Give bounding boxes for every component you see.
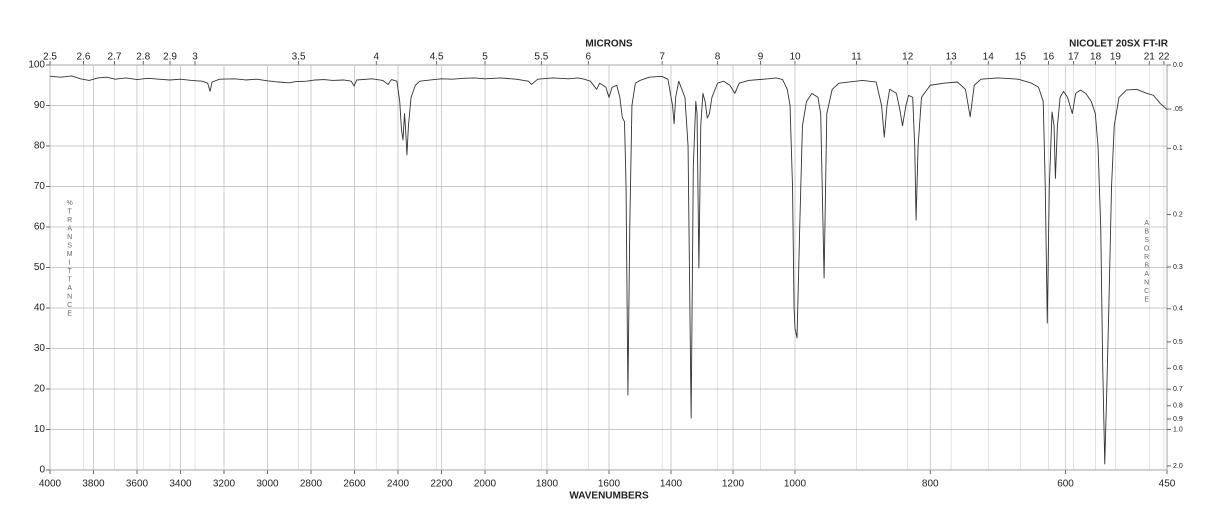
y-tick-label: 100: [28, 60, 45, 71]
x-tick-label: 2400: [387, 479, 410, 490]
x2-tick-label: 9: [758, 52, 764, 63]
x2-tick-label: 13: [946, 52, 958, 63]
x2-tick-label: 7: [659, 52, 665, 63]
x-tick-label: 3200: [213, 479, 236, 490]
x2-tick-label: 17: [1068, 52, 1080, 63]
y2-axis-label: ABSORBANCE: [1143, 220, 1150, 305]
x2-tick-label: 5: [482, 52, 488, 63]
x-tick-label: 450: [1159, 479, 1176, 490]
y2-tick-label: 0.2: [1173, 211, 1183, 218]
x-tick-label: 2600: [343, 479, 366, 490]
y-tick-label: 0: [39, 465, 45, 476]
x2-tick-label: 4: [373, 52, 379, 63]
y2-tick-label: 0.5: [1173, 339, 1183, 346]
x-tick-label: 1400: [660, 479, 683, 490]
y-tick-label: 80: [34, 141, 46, 152]
y2-tick-label: 0.7: [1173, 386, 1183, 393]
x2-tick-label: 4.5: [430, 52, 444, 63]
y2-tick-label: 0.3: [1173, 264, 1183, 271]
x2-tick-label: 2.9: [163, 52, 177, 63]
x-tick-label: 800: [922, 479, 939, 490]
y-tick-label: 70: [34, 181, 46, 192]
spectrum-line: [49, 75, 1168, 465]
x2-tick-label: 16: [1043, 52, 1055, 63]
x2-tick-label: 22: [1158, 52, 1170, 63]
x-tick-label: 3000: [256, 479, 279, 490]
x2-tick-label: 3: [192, 52, 198, 63]
x-tick-label: 3400: [169, 479, 192, 490]
y2-tick-label: 0.8: [1173, 403, 1183, 410]
x-tick-label: 1200: [722, 479, 745, 490]
y2-tick-label: 0.9: [1173, 416, 1183, 423]
x2-tick-label: 2.6: [77, 52, 91, 63]
x2-tick-label: 10: [789, 52, 801, 63]
x2-tick-label: 8: [715, 52, 721, 63]
x-tick-label: 1000: [784, 479, 807, 490]
x2-tick-label: 3.5: [292, 52, 306, 63]
x2-tick-label: 2.5: [43, 52, 57, 63]
x2-tick-label: 12: [902, 52, 914, 63]
x-tick-label: 1600: [598, 479, 621, 490]
x2-axis-label: MICRONS: [585, 39, 633, 50]
y2-tick-label: 0.0: [1173, 62, 1183, 69]
x-tick-label: 2800: [300, 479, 323, 490]
x-tick-label: 4000: [39, 479, 62, 490]
y-axis-label: %TRANSMITTANCE: [66, 200, 73, 319]
x2-tick-label: 6: [586, 52, 592, 63]
x-tick-label: 600: [1057, 479, 1074, 490]
y-tick-label: 10: [34, 424, 46, 435]
y-tick-label: 20: [34, 384, 46, 395]
y2-tick-label: 0.1: [1173, 145, 1183, 152]
x-tick-label: 2000: [474, 479, 497, 490]
y-tick-label: 40: [34, 303, 46, 314]
x-tick-label: 1800: [536, 479, 559, 490]
x2-tick-label: 21: [1144, 52, 1156, 63]
x-tick-label: 3800: [82, 479, 105, 490]
x2-tick-label: 14: [983, 52, 995, 63]
x-tick-label: 2200: [430, 479, 453, 490]
chart-title: NICOLET 20SX FT-IR: [1069, 39, 1169, 50]
x2-tick-label: 2.7: [107, 52, 121, 63]
y2-tick-label: 1.0: [1173, 426, 1183, 433]
x2-tick-label: 19: [1110, 52, 1122, 63]
x2-tick-label: 2.8: [136, 52, 150, 63]
x2-tick-label: 11: [851, 52, 862, 63]
y-tick-label: 90: [34, 100, 46, 111]
y2-tick-label: .05: [1173, 106, 1183, 113]
y-tick-label: 60: [34, 222, 46, 233]
x-axis-label: WAVENUMBERS: [569, 491, 649, 502]
x2-tick-label: 5.5: [534, 52, 548, 63]
y2-tick-label: 0.4: [1173, 306, 1183, 313]
y2-tick-label: 0.6: [1173, 365, 1183, 372]
y2-tick-label: 2.0: [1173, 463, 1183, 470]
x2-tick-label: 18: [1090, 52, 1102, 63]
y-tick-label: 30: [34, 343, 46, 354]
y-tick-label: 50: [34, 262, 46, 273]
x2-tick-label: 15: [1015, 52, 1027, 63]
x-tick-label: 3600: [126, 479, 149, 490]
